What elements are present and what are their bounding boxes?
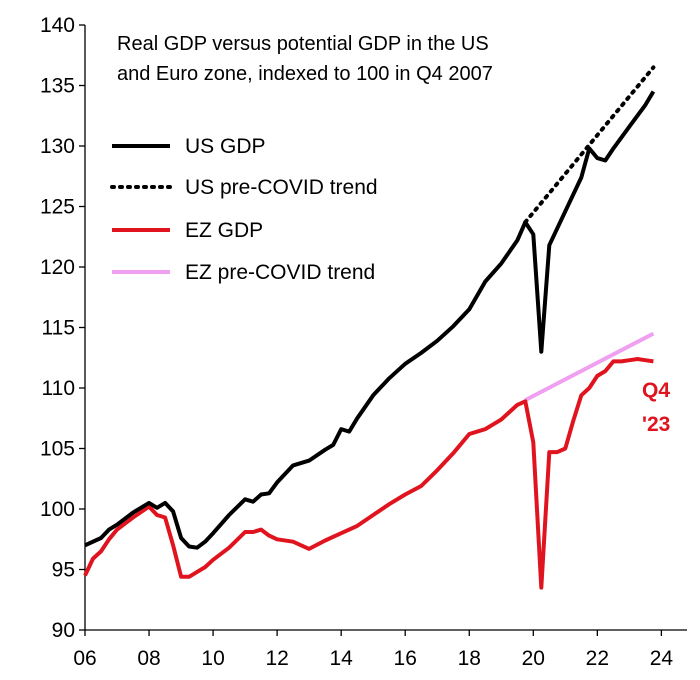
- x-tick-label: 08: [137, 647, 160, 670]
- legend-item-us-trend: US pre-COVID trend: [110, 176, 378, 199]
- legend: US GDP US pre-COVID trend EZ GDP EZ pre-…: [110, 135, 378, 284]
- y-tick-label: 95: [52, 559, 75, 582]
- legend-item-ez-trend: EZ pre-COVID trend: [112, 261, 375, 284]
- x-tick-label: 12: [265, 647, 288, 670]
- x-tick-label: 14: [329, 647, 353, 670]
- legend-label-ez-trend: EZ pre-COVID trend: [185, 261, 375, 284]
- x-tick-label: 22: [586, 647, 609, 670]
- y-tick-label: 100: [40, 498, 75, 521]
- x-tick-label: 20: [522, 647, 545, 670]
- us-trend-line: [523, 65, 656, 225]
- x-tick-label: 24: [650, 647, 674, 670]
- annotation-q4: Q4: [642, 379, 670, 402]
- y-tick-label: 140: [40, 14, 75, 37]
- y-ticks: 90 95 100 105 110 115 120 125 130 135 140: [40, 14, 85, 642]
- legend-label-us-trend: US pre-COVID trend: [185, 176, 378, 199]
- series-layer: [83, 65, 656, 590]
- legend-label-us-gdp: US GDP: [185, 135, 266, 158]
- legend-item-ez-gdp: EZ GDP: [112, 219, 263, 242]
- chart-title: Real GDP versus potential GDP in the US: [117, 33, 489, 55]
- y-tick-label: 125: [40, 196, 75, 219]
- y-tick-label: 120: [40, 256, 75, 279]
- x-tick-label: 18: [458, 647, 481, 670]
- x-tick-label: 10: [201, 647, 224, 670]
- y-tick-label: 130: [40, 135, 75, 158]
- y-tick-label: 110: [42, 377, 75, 400]
- x-tick-label: 06: [73, 647, 96, 670]
- y-tick-label: 115: [42, 317, 75, 340]
- chart-subtitle: and Euro zone, indexed to 100 in Q4 2007: [117, 63, 493, 85]
- y-tick-label: 135: [40, 75, 75, 98]
- y-tick-label: 90: [52, 619, 75, 642]
- legend-item-us-gdp: US GDP: [112, 135, 266, 158]
- us-gdp-line: [84, 90, 656, 550]
- ez-trend-line: [524, 331, 655, 402]
- y-tick-label: 105: [40, 438, 75, 461]
- x-tick-label: 16: [394, 647, 417, 670]
- ez-gdp-line: [83, 357, 654, 590]
- legend-label-ez-gdp: EZ GDP: [185, 219, 263, 242]
- annotation-year: '23: [642, 413, 670, 436]
- x-ticks: 06 08 10 12 14 16 18 20 22 24: [73, 630, 673, 670]
